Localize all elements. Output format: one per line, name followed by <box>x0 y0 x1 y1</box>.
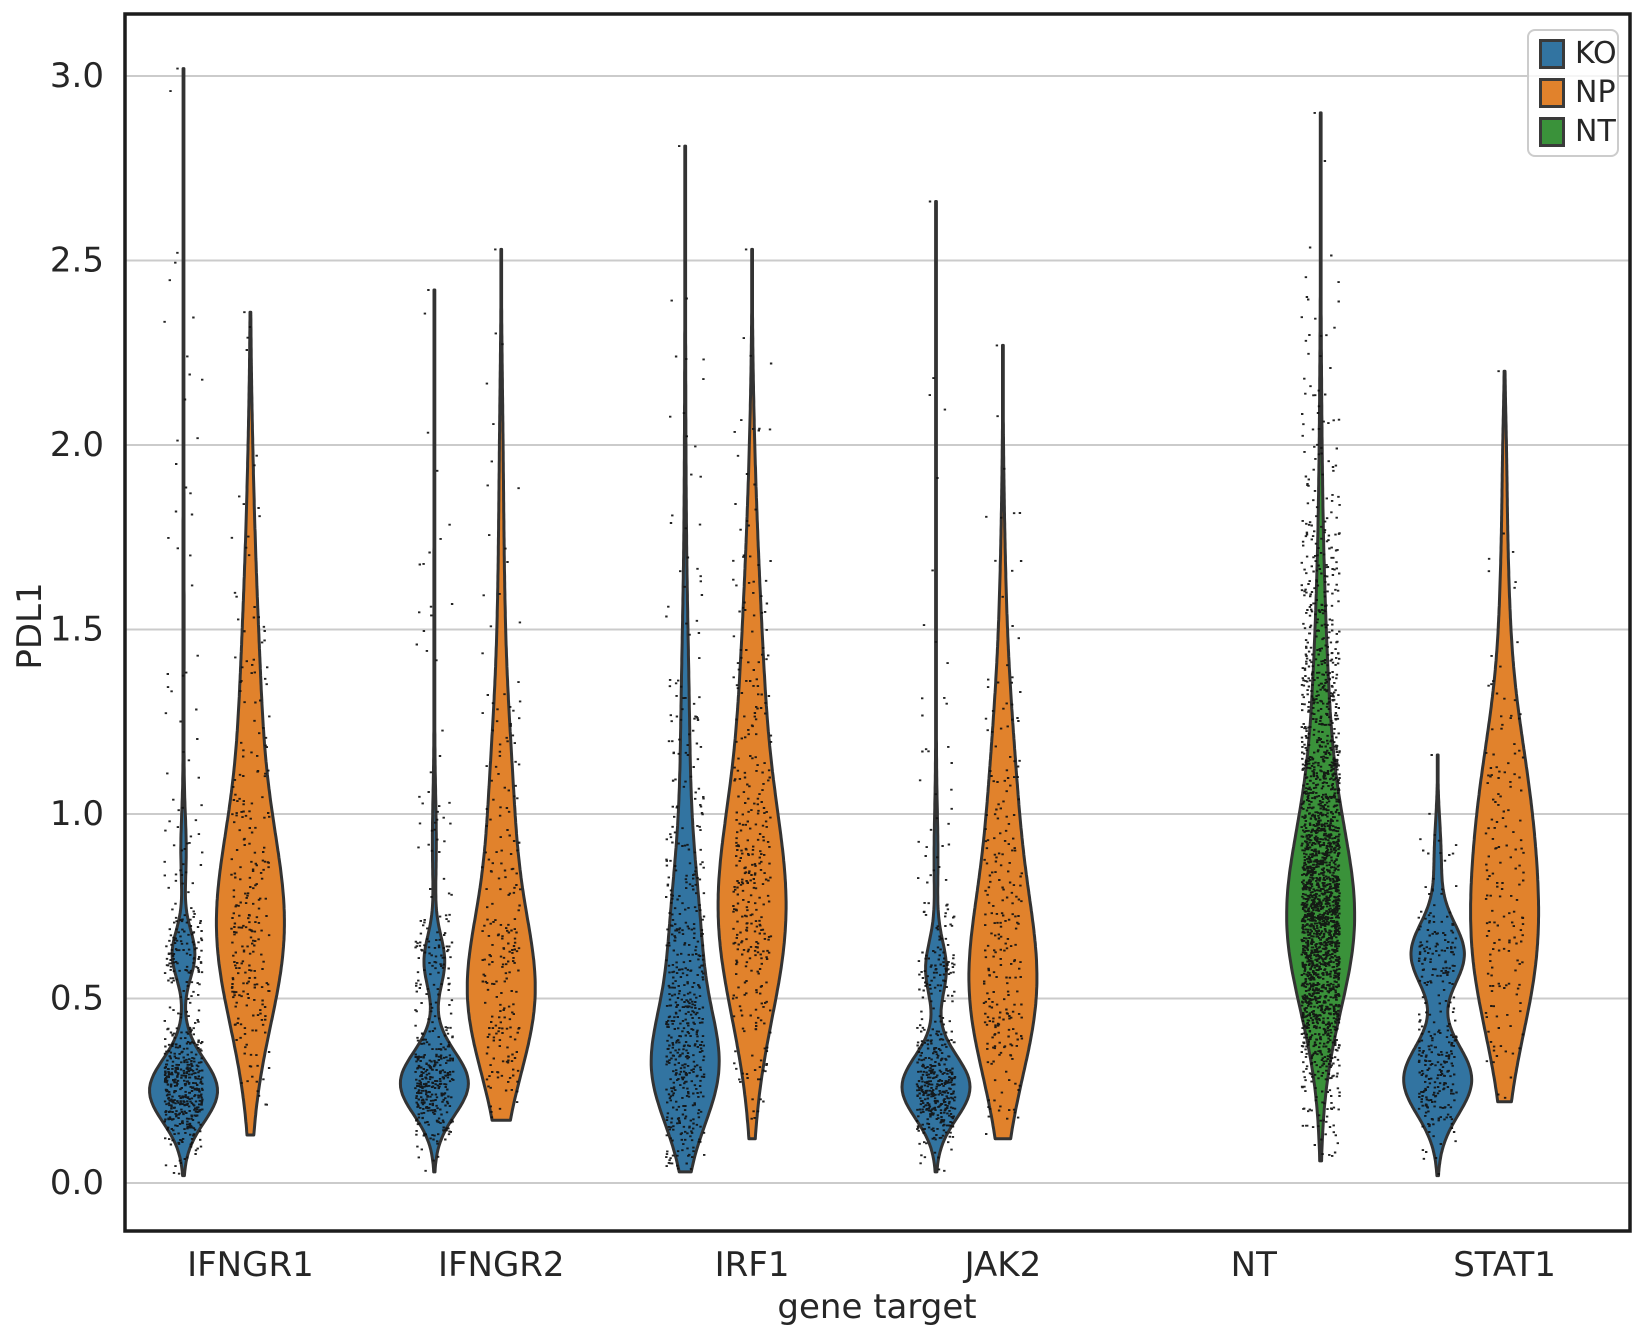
strip-points-STAT1-NP <box>1484 370 1525 1099</box>
legend-swatch-NT <box>1539 117 1565 147</box>
strip-points-JAK2-KO <box>915 200 957 1172</box>
strip-points-IFNGR1-KO <box>163 67 204 1175</box>
x-tick-label-STAT1: STAT1 <box>1453 1245 1556 1285</box>
violin-IFNGR1-KO <box>148 67 219 1178</box>
x-tick-label-IFNGR2: IFNGR2 <box>438 1245 565 1285</box>
violin-NT-NT <box>1285 111 1357 1163</box>
legend: KO NP NT <box>1527 29 1619 157</box>
strip-points-JAK2-NP <box>982 344 1024 1135</box>
legend-item-KO: KO <box>1539 39 1617 69</box>
violin-IFNGR1-NP <box>214 310 286 1137</box>
strip-points-IFNGR2-KO <box>414 289 455 1172</box>
legend-swatch-KO <box>1539 39 1565 69</box>
legend-label-NT: NT <box>1575 114 1616 149</box>
y-tick-label-0.0: 0.0 <box>50 1163 104 1203</box>
strip-points-NT-NT <box>1300 111 1341 1157</box>
strip-points <box>163 67 1525 1175</box>
violin-JAK2-KO <box>900 200 972 1174</box>
x-axis-label: gene target <box>777 1287 976 1327</box>
x-tick-label-IFNGR1: IFNGR1 <box>187 1245 314 1285</box>
legend-item-NT: NT <box>1539 117 1616 147</box>
x-tick-label-IRF1: IRF1 <box>715 1245 790 1285</box>
violin-IFNGR2-NP <box>465 247 537 1122</box>
strip-points-IRF1-NP <box>731 248 773 1120</box>
y-tick-label-0.5: 0.5 <box>50 979 104 1019</box>
legend-swatch-NP <box>1539 78 1565 108</box>
y-tick-label-1.5: 1.5 <box>50 610 104 650</box>
y-tick-labels: 0.0 0.5 1.0 1.5 2.0 2.5 3.0 <box>50 56 104 1203</box>
x-tick-label-JAK2: JAK2 <box>963 1245 1042 1285</box>
violin-IRF1-NP <box>716 247 788 1141</box>
gridlines <box>125 75 1630 1184</box>
violin-STAT1-NP <box>1469 369 1541 1104</box>
x-tick-labels: IFNGR1 IFNGR2 IRF1 JAK2 NT STAT1 <box>187 1245 1556 1285</box>
legend-label-NP: NP <box>1575 75 1616 110</box>
y-tick-label-2.5: 2.5 <box>50 241 104 281</box>
violin-STAT1-KO <box>1402 753 1474 1178</box>
x-tick-label-NT: NT <box>1231 1245 1277 1285</box>
violin-JAK2-NP <box>967 343 1039 1141</box>
strip-points-STAT1-KO <box>1417 754 1458 1175</box>
strip-points-IFNGR2-NP <box>481 248 522 1119</box>
strip-points-IFNGR1-NP <box>230 311 271 1106</box>
legend-item-NP: NP <box>1539 78 1616 108</box>
y-tick-label-3.0: 3.0 <box>50 56 104 96</box>
y-tick-label-2.0: 2.0 <box>50 425 104 465</box>
violin-IRF1-KO <box>649 144 721 1174</box>
strip-points-IRF1-KO <box>665 145 706 1170</box>
axes-spines <box>123 12 1632 1233</box>
legend-label-KO: KO <box>1575 36 1617 71</box>
y-axis-label: PDL1 <box>10 582 50 669</box>
violin-IFNGR2-KO <box>398 288 470 1174</box>
y-tick-label-1.0: 1.0 <box>50 794 104 834</box>
